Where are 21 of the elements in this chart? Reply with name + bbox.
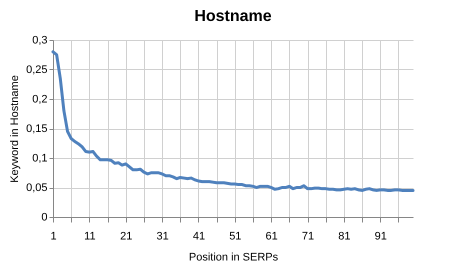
- x-tick-label: 41: [192, 230, 206, 242]
- x-tick-label: 61: [266, 230, 278, 242]
- y-tick-label: 0,15: [26, 123, 48, 135]
- y-tick-label: 0,05: [26, 182, 48, 194]
- x-axis-title: Position in SERPs: [188, 252, 279, 264]
- x-tick-label: 91: [374, 230, 387, 242]
- x-tick-label: 1: [50, 230, 57, 242]
- y-tick-label: 0,2: [32, 94, 48, 106]
- y-tick-label: 0,3: [32, 34, 48, 46]
- chart-title: Hostname: [194, 8, 272, 25]
- y-axis-title: Keyword in Hostname: [9, 75, 22, 183]
- x-tick-label: 21: [120, 230, 132, 242]
- x-tick-label: 71: [302, 230, 314, 242]
- x-tick-label: 11: [84, 230, 96, 242]
- x-tick-label: 81: [338, 230, 351, 242]
- x-tick-label: 51: [229, 230, 242, 242]
- y-tick-label: 0,1: [32, 152, 48, 164]
- y-tick-label: 0,25: [26, 64, 48, 76]
- line-series: [52, 50, 414, 192]
- y-tick-label: 0: [41, 212, 48, 224]
- x-tick-label: 31: [156, 230, 169, 242]
